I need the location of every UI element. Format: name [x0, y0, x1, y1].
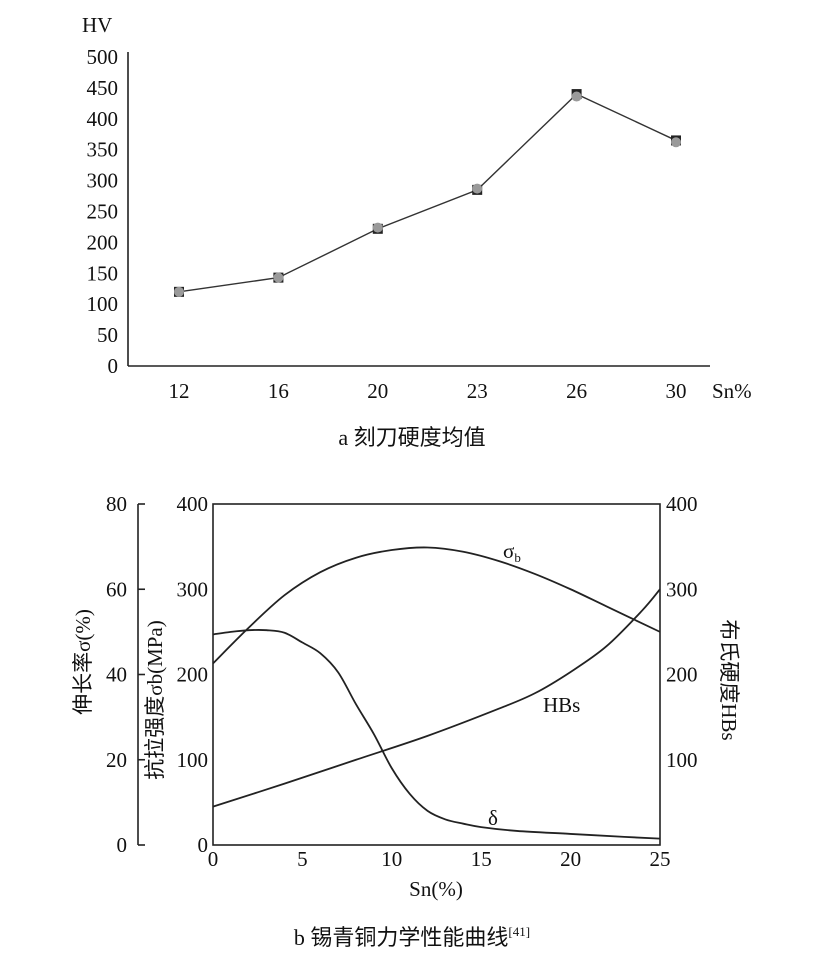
chart-a-x-tick-labels: 12 16 20 23 26 30 [169, 379, 687, 403]
chart-a-circle-marker [174, 286, 184, 297]
chart-a-y-tick-label: 300 [87, 169, 119, 193]
chart-b-x-tick-label: 5 [297, 847, 308, 871]
chart-a-y-tick-label: 150 [87, 261, 119, 285]
chart-b-inner-tick-label: 100 [177, 748, 209, 772]
chart-b-right-ticks: 100 200 300 400 [666, 492, 698, 772]
chart-b-right-tick-label: 200 [666, 663, 698, 687]
chart-a-y-tick-label: 100 [87, 292, 119, 316]
chart-b-inner-tick-label: 400 [177, 492, 209, 516]
chart-a-series-line [178, 93, 677, 293]
chart-b-x-tick-label: 15 [471, 847, 492, 871]
chart-a-circle-marker [372, 222, 383, 233]
chart-b-x-tick-label: 25 [650, 847, 671, 871]
chart-a-y-tick-label: 450 [87, 76, 119, 100]
chart-b-outer-tick-label: 40 [106, 663, 127, 687]
chart-a-y-tick-label: 400 [87, 107, 119, 131]
chart-b-right-tick-label: 300 [666, 577, 698, 601]
chart-a-y-tick-label: 350 [87, 138, 119, 162]
chart-b-plot-frame [212, 503, 661, 846]
chart-a-caption: a 刻刀硬度均值 [338, 425, 485, 450]
chart-b-right-tick-label: 100 [666, 748, 698, 772]
chart-b-series-label-delta: δ [488, 806, 498, 830]
chart-b-series-hbs-line [212, 588, 661, 808]
chart-b-x-tick-label: 10 [381, 847, 402, 871]
chart-b-outer-left-axis-label: 伸长率σ(%) [71, 609, 95, 715]
chart-b-outer-left-ticks: 0 20 40 60 80 [106, 492, 145, 857]
chart-a-x-tick-label: 20 [367, 379, 388, 403]
chart-b-inner-left-axis-label: 抗拉强度σb(MPa) [143, 620, 167, 779]
chart-a-x-tick-label: 30 [666, 379, 687, 403]
chart-a-circle-marker [571, 91, 582, 102]
chart-a-circle-marker [671, 137, 681, 148]
chart-b-outer-tick-label: 60 [106, 577, 127, 601]
chart-b-series-label-sigma-b: σb [503, 539, 521, 565]
chart-a-y-tick-label: 0 [108, 354, 119, 378]
chart-a-circle-marker [472, 183, 483, 194]
chart-b-inner-tick-label: 0 [198, 833, 209, 857]
chart-b-x-tick-labels: 0 5 10 15 20 25 [208, 847, 671, 871]
chart-a-x-tick-label: 26 [566, 379, 587, 403]
chart-b-series-sigma-b-line [212, 546, 661, 665]
chart-a-x-tick-label: 16 [268, 379, 289, 403]
chart-b-outer-tick-label: 0 [117, 833, 128, 857]
chart-a: HV 0 50 100 150 200 250 300 350 400 450 500 12 16 20… [82, 13, 752, 450]
chart-a-x-tick-label: 23 [467, 379, 488, 403]
chart-b-outer-tick-label: 80 [106, 492, 127, 516]
chart-b-x-tick-label: 0 [208, 847, 219, 871]
chart-b-right-axis-label: 布氏硬度HBs [717, 619, 741, 740]
chart-b-series-label-hbs: HBs [543, 693, 580, 717]
chart-b-inner-left-ticks: 0 100 200 300 400 [177, 492, 209, 857]
chart-b-x-axis-label: Sn(%) [409, 877, 463, 901]
chart-a-y-tick-label: 250 [87, 200, 119, 224]
chart-b-series-delta-line [212, 629, 661, 840]
chart-a-x-tick-label: 12 [169, 379, 190, 403]
chart-b-inner-tick-label: 300 [177, 577, 209, 601]
chart-a-y-axis-label: HV [82, 13, 112, 37]
chart-a-circle-marker [273, 272, 284, 283]
chart-b-caption: b 锡青铜力学性能曲线[41] [294, 924, 530, 950]
chart-a-plot-area [174, 89, 681, 297]
chart-a-y-tick-label: 500 [87, 45, 119, 69]
chart-b-inner-tick-label: 200 [177, 663, 209, 687]
chart-b: 0 20 40 60 80 0 100 200 300 400 100 200 300 400 0 5 1… [71, 492, 741, 950]
chart-b-plot-area: σb HBs δ [212, 539, 661, 840]
chart-a-y-tick-labels: 0 50 100 150 200 250 300 350 400 450 500 [87, 45, 119, 378]
chart-b-x-tick-label: 20 [560, 847, 581, 871]
chart-a-x-axis-label: Sn% [712, 379, 752, 403]
chart-b-right-tick-label: 400 [666, 492, 698, 516]
chart-a-y-tick-label: 200 [87, 230, 119, 254]
chart-a-y-tick-label: 50 [97, 323, 118, 347]
chart-b-outer-tick-label: 20 [106, 748, 127, 772]
